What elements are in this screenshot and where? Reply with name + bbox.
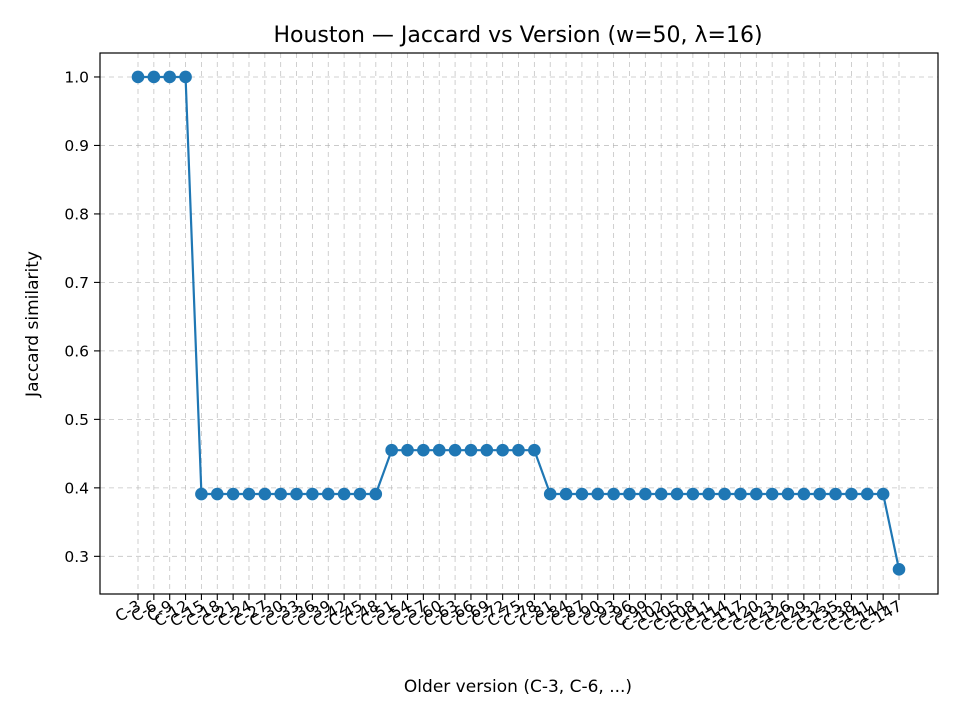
data-point: [131, 70, 145, 84]
data-point: [702, 487, 716, 501]
data-point: [369, 487, 383, 501]
data-point: [765, 487, 779, 501]
data-point: [210, 487, 224, 501]
data-point: [528, 443, 541, 457]
data-point: [718, 487, 731, 501]
data-point: [306, 487, 319, 501]
x-axis-label: Older version (C-3, C-6, ...): [404, 677, 632, 697]
data-point: [860, 487, 874, 501]
data-point: [591, 487, 605, 501]
y-tick-label: 0.7: [64, 274, 89, 292]
data-point: [512, 443, 525, 457]
x-axis: C-3C-6C-9C-12C-15C-18C-21C-24C-27C-30C-3…: [112, 594, 905, 635]
data-point: [179, 70, 192, 84]
data-point: [623, 487, 636, 501]
data-point: [607, 487, 620, 501]
data-point: [163, 70, 177, 84]
data-point: [654, 487, 668, 501]
data-point: [464, 443, 478, 457]
y-tick-label: 0.3: [64, 548, 89, 566]
data-point: [258, 487, 272, 501]
data-point: [337, 487, 351, 501]
data-point: [274, 487, 287, 501]
data-point: [639, 487, 652, 501]
data-point: [670, 487, 684, 501]
data-point: [321, 487, 335, 501]
data-point: [876, 487, 890, 501]
y-tick-label: 0.8: [64, 205, 89, 223]
data-point: [147, 70, 161, 84]
data-point: [797, 487, 811, 501]
data-point: [195, 487, 208, 501]
data-point: [353, 487, 367, 501]
series-layer: [131, 70, 906, 576]
data-point: [496, 443, 509, 457]
y-tick-label: 0.4: [64, 479, 89, 497]
data-point: [575, 487, 589, 501]
data-point: [829, 487, 842, 501]
data-point: [417, 443, 430, 457]
data-point: [448, 443, 462, 457]
data-point: [385, 443, 398, 457]
y-tick-label: 0.9: [64, 137, 89, 155]
y-tick-label: 1.0: [64, 68, 89, 86]
data-point: [813, 487, 827, 501]
plot-frame: [99, 52, 939, 595]
data-point: [543, 487, 557, 501]
y-axis: 0.3 0.4 0.5 0.6 0.7 0.8 0.9 1.0: [64, 68, 100, 566]
data-point: [750, 487, 763, 501]
data-point: [226, 487, 240, 501]
y-tick-label: 0.5: [64, 411, 89, 429]
data-point: [401, 443, 414, 457]
data-point: [781, 487, 795, 501]
data-point: [845, 487, 858, 501]
data-point: [290, 487, 303, 501]
y-axis-label: Jaccard similarity: [23, 251, 43, 398]
data-point: [892, 563, 906, 576]
chart-title: Houston — Jaccard vs Version (w=50, λ=16…: [273, 23, 762, 48]
data-point: [734, 487, 747, 501]
data-point: [480, 443, 494, 457]
grid: [100, 53, 938, 594]
y-tick-label: 0.6: [64, 342, 89, 360]
data-point: [242, 487, 256, 501]
data-point: [432, 443, 446, 457]
data-point: [686, 487, 700, 501]
data-point: [559, 487, 573, 501]
